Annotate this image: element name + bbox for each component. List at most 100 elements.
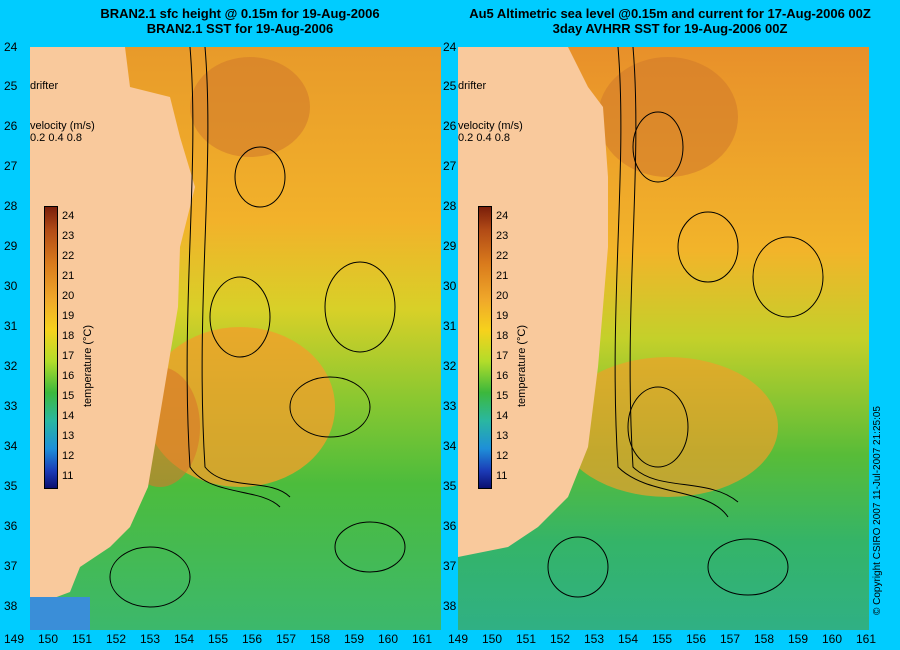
right-colorbar xyxy=(478,206,492,489)
left-map-panel[interactable]: drifter velocity (m/s) 0.2 0.4 0.8 24 23… xyxy=(30,47,441,630)
cbar-tick: 15 xyxy=(496,390,509,402)
lon-label: 149 xyxy=(448,632,469,646)
lon-label: 158 xyxy=(310,632,331,646)
right-velocity-scale: 0.2 0.4 0.8 xyxy=(458,132,510,144)
lon-label: 155 xyxy=(652,632,673,646)
lat-label: 29 xyxy=(443,239,457,253)
lat-label: 33 xyxy=(4,399,18,413)
lon-label: 151 xyxy=(516,632,537,646)
lat-label: 32 xyxy=(443,359,457,373)
cbar-tick: 14 xyxy=(496,410,509,422)
left-title-line2: BRAN2.1 SST for 19-Aug-2006 xyxy=(146,21,334,36)
left-title-line1: BRAN2.1 sfc height @ 0.15m for 19-Aug-20… xyxy=(100,6,380,21)
cbar-tick: 17 xyxy=(62,350,75,362)
left-velocity-scale: 0.2 0.4 0.8 xyxy=(30,132,82,144)
cbar-tick: 18 xyxy=(496,330,509,342)
lat-label: 24 xyxy=(4,40,18,54)
left-colorbar xyxy=(44,206,58,489)
cbar-tick: 18 xyxy=(62,330,75,342)
lat-label: 28 xyxy=(4,199,18,213)
lon-label: 161 xyxy=(412,632,433,646)
lat-label: 30 xyxy=(443,279,457,293)
lat-label: 25 xyxy=(4,79,18,93)
right-colorbar-unit: temperature (°C) xyxy=(516,324,528,407)
cbar-tick: 22 xyxy=(62,250,75,262)
lat-label: 31 xyxy=(4,319,18,333)
lat-label: 32 xyxy=(4,359,18,373)
lat-label: 36 xyxy=(4,519,18,533)
lon-label: 159 xyxy=(344,632,365,646)
lat-label: 34 xyxy=(443,439,457,453)
left-map-graphic xyxy=(30,47,441,630)
contours xyxy=(109,47,406,608)
lon-label: 153 xyxy=(140,632,161,646)
lon-label: 153 xyxy=(584,632,605,646)
right-velocity-label: velocity (m/s) xyxy=(458,120,523,132)
lon-label: 161 xyxy=(856,632,877,646)
right-title-line1: Au5 Altimetric sea level @0.15m and curr… xyxy=(469,6,871,21)
lon-label: 149 xyxy=(4,632,25,646)
lat-label: 38 xyxy=(4,599,18,613)
lat-label: 29 xyxy=(4,239,18,253)
cbar-tick: 21 xyxy=(496,270,509,282)
lon-label: 152 xyxy=(550,632,571,646)
cbar-tick: 19 xyxy=(496,310,509,322)
land xyxy=(30,47,195,607)
lon-label: 150 xyxy=(38,632,59,646)
lat-label: 37 xyxy=(4,559,18,573)
cbar-tick: 16 xyxy=(496,370,509,382)
lat-label: 35 xyxy=(443,479,457,493)
right-map-panel[interactable]: drifter velocity (m/s) 0.2 0.4 0.8 24 23… xyxy=(458,47,869,630)
cbar-tick: 12 xyxy=(62,450,75,462)
lon-label: 159 xyxy=(788,632,809,646)
lat-label: 24 xyxy=(443,40,457,54)
left-title: BRAN2.1 sfc height @ 0.15m for 19-Aug-20… xyxy=(20,6,460,36)
lat-label: 26 xyxy=(4,119,18,133)
lat-label: 38 xyxy=(443,599,457,613)
land xyxy=(458,47,608,557)
lat-label: 28 xyxy=(443,199,457,213)
lon-label: 151 xyxy=(72,632,93,646)
lat-label: 31 xyxy=(443,319,457,333)
cbar-tick: 13 xyxy=(62,430,75,442)
lon-label: 158 xyxy=(754,632,775,646)
cbar-tick: 15 xyxy=(62,390,75,402)
cbar-tick: 11 xyxy=(62,470,74,482)
lon-label: 154 xyxy=(174,632,195,646)
cbar-tick: 24 xyxy=(62,210,75,222)
lat-label: 37 xyxy=(443,559,457,573)
cbar-tick: 11 xyxy=(496,470,508,482)
lon-label: 160 xyxy=(822,632,843,646)
warm-north xyxy=(190,57,310,157)
right-title: Au5 Altimetric sea level @0.15m and curr… xyxy=(440,6,900,36)
warm-eddy xyxy=(558,357,778,497)
cbar-tick: 19 xyxy=(62,310,75,322)
lat-label: 27 xyxy=(443,159,457,173)
lat-label: 36 xyxy=(443,519,457,533)
cbar-tick: 24 xyxy=(496,210,509,222)
lon-label: 157 xyxy=(276,632,297,646)
lon-label: 152 xyxy=(106,632,127,646)
cbar-tick: 13 xyxy=(496,430,509,442)
lat-label: 35 xyxy=(4,479,18,493)
lon-label: 155 xyxy=(208,632,229,646)
lat-label: 26 xyxy=(443,119,457,133)
contours xyxy=(547,47,824,598)
lat-label: 33 xyxy=(443,399,457,413)
lon-label: 160 xyxy=(378,632,399,646)
coastal-cool-water xyxy=(30,597,90,630)
left-velocity-label: velocity (m/s) xyxy=(30,120,95,132)
copyright-text: © Copyright CSIRO 2007 11-Jul-2007 21:25… xyxy=(872,406,883,615)
right-title-line2: 3day AVHRR SST for 19-Aug-2006 00Z xyxy=(552,21,788,36)
lon-label: 156 xyxy=(686,632,707,646)
lat-label: 25 xyxy=(443,79,457,93)
cbar-tick: 12 xyxy=(496,450,509,462)
cbar-tick: 23 xyxy=(496,230,509,242)
lon-label: 154 xyxy=(618,632,639,646)
cbar-tick: 21 xyxy=(62,270,75,282)
lat-label: 30 xyxy=(4,279,18,293)
cbar-tick: 16 xyxy=(62,370,75,382)
lat-label: 34 xyxy=(4,439,18,453)
lat-label: 27 xyxy=(4,159,18,173)
lon-label: 157 xyxy=(720,632,741,646)
